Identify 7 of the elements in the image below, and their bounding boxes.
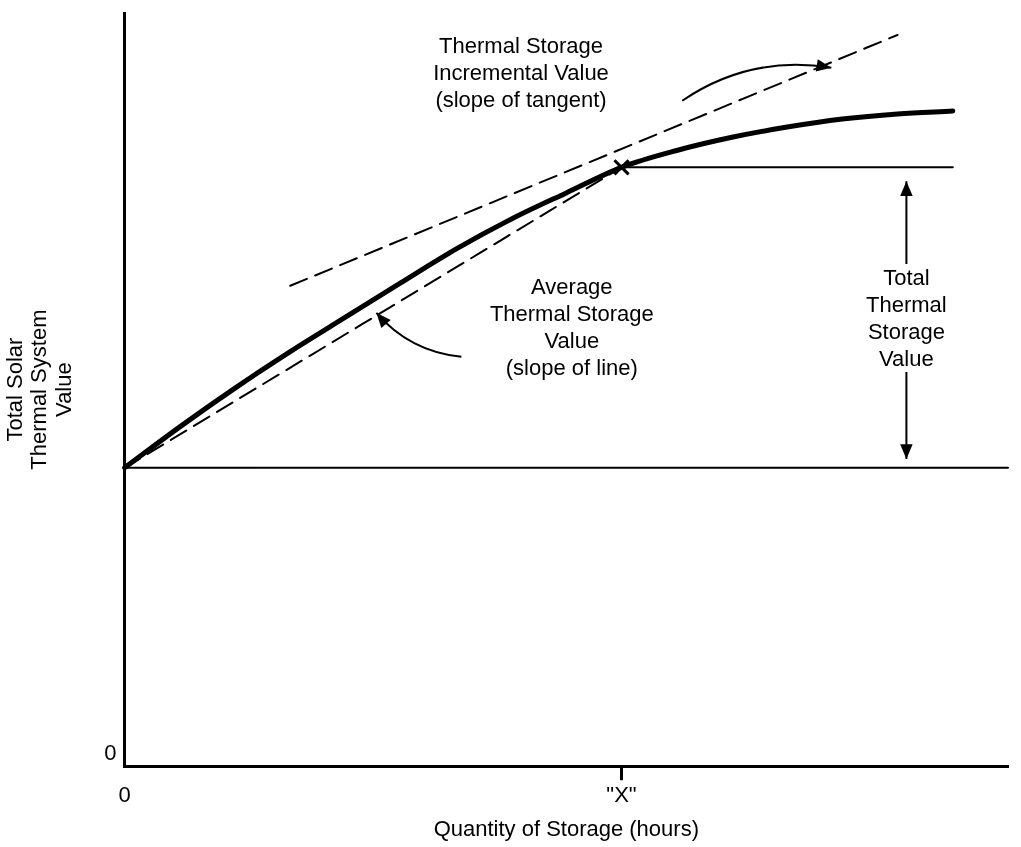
annotation: Thermal Storage Incremental Value (slope of tangent) [430, 31, 612, 113]
x-tick-label: "X" [606, 782, 637, 808]
y-axis-title: Total Solar Thermal System Value [2, 309, 76, 470]
x-axis-title: Quantity of Storage (hours) [433, 815, 699, 841]
annotation: Average Thermal Storage Value (slope of line) [486, 273, 657, 382]
text: 0 [104, 738, 117, 766]
annotation: Total Thermal Storage Value [863, 263, 950, 372]
